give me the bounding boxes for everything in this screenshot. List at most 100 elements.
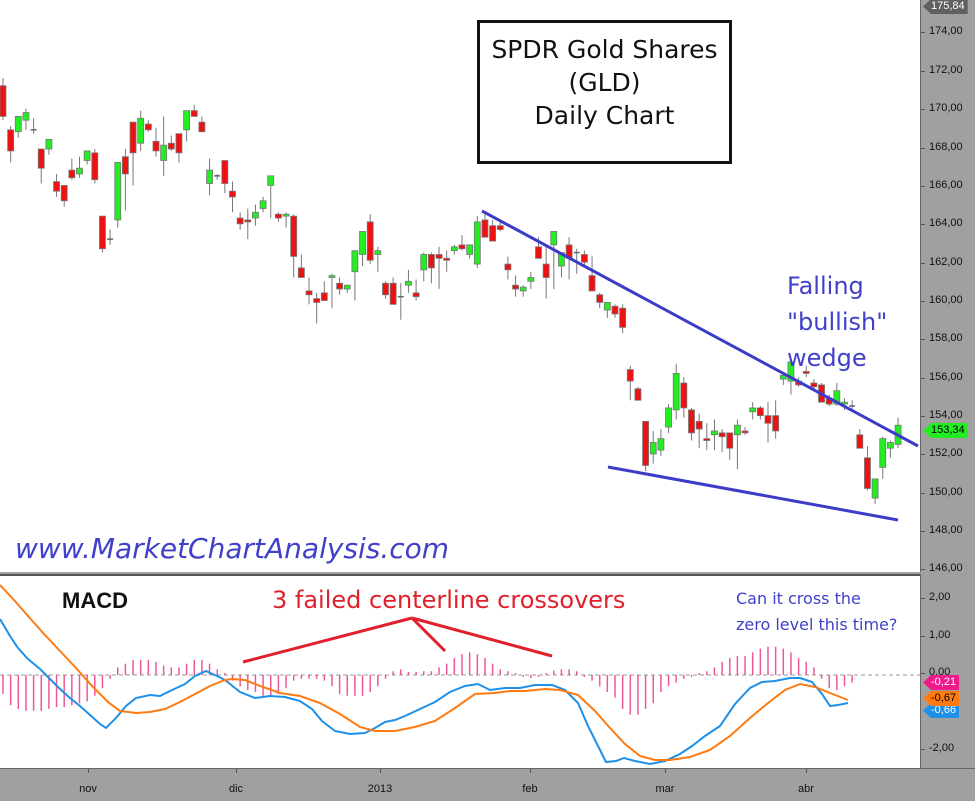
candle — [420, 252, 428, 282]
macd-axis[interactable]: 2,00 1,00 0,00 -2,00 -0,66 -0,67 -0,21 — [920, 574, 975, 768]
macd-tick-label: 1,00 — [929, 629, 951, 641]
time-tick-mark — [88, 769, 89, 773]
price-tick-mark — [921, 531, 925, 532]
macd-panel[interactable]: MACD 3 failed centerline crossovers Can … — [0, 574, 920, 770]
price-tick-mark — [921, 301, 925, 302]
last-price-tag: 153,34 — [923, 423, 968, 438]
price-tick-label: 170,00 — [929, 102, 963, 114]
candle — [282, 212, 290, 228]
macd-tick-label: -2,00 — [929, 742, 955, 754]
zero-cross-question-annotation: Can it cross the zero level this time? — [736, 586, 897, 638]
price-tick-label: 172,00 — [929, 64, 963, 76]
candle — [879, 436, 887, 479]
candle — [236, 212, 244, 230]
candle — [680, 377, 688, 418]
candle — [764, 402, 772, 443]
failed-crossovers-annotation: 3 failed centerline crossovers — [272, 586, 626, 614]
candle — [190, 104, 198, 117]
candle — [274, 212, 282, 222]
chart-title-box: SPDR Gold Shares (GLD) Daily Chart — [477, 20, 732, 164]
candle — [137, 110, 145, 151]
candle — [619, 304, 627, 334]
candle — [450, 244, 458, 255]
candle — [802, 365, 810, 378]
macd-plot — [0, 584, 920, 766]
candle — [458, 235, 466, 251]
wedge-annotation: Falling "bullish" wedge — [787, 268, 887, 376]
price-tick-label: 174,00 — [929, 25, 963, 37]
candle — [53, 173, 60, 197]
price-tick-mark — [921, 224, 925, 225]
candle — [152, 127, 160, 157]
candle — [642, 420, 649, 472]
candle — [512, 275, 519, 297]
question-line-1: Can it cross the — [736, 589, 861, 608]
candle — [856, 429, 864, 449]
time-tick-label: dic — [228, 783, 244, 795]
candle — [83, 150, 91, 165]
candle — [726, 432, 734, 460]
time-axis[interactable]: nov dic 2013 feb mar abr — [0, 768, 975, 801]
candle — [99, 215, 106, 253]
candle — [129, 121, 137, 186]
candle — [412, 279, 420, 301]
question-line-2: zero level this time? — [736, 615, 898, 634]
candle — [214, 173, 221, 180]
candle — [665, 404, 672, 433]
candle — [718, 429, 726, 453]
price-tick-label: 152,00 — [929, 447, 963, 459]
candle — [389, 277, 397, 305]
candle — [30, 118, 37, 134]
candle — [887, 440, 894, 458]
high-price-tag: 175,84 — [923, 0, 968, 14]
time-tick-mark — [665, 769, 666, 773]
candle — [405, 269, 412, 293]
candle — [290, 214, 298, 278]
time-tick-label: 2013 — [367, 783, 393, 795]
candle — [596, 292, 604, 309]
candle — [320, 281, 328, 301]
price-tick-label: 160,00 — [929, 294, 963, 306]
candle — [37, 148, 45, 184]
candle — [366, 214, 374, 265]
candle — [107, 229, 114, 245]
candle — [397, 283, 404, 320]
price-tick-mark — [921, 32, 925, 33]
candle — [435, 246, 443, 290]
macd-value-tag: -0,66 — [923, 703, 960, 718]
price-chart-panel[interactable]: SPDR Gold Shares (GLD) Daily Chart Falli… — [0, 0, 920, 572]
price-tick-label: 162,00 — [929, 256, 963, 268]
candle — [206, 158, 213, 196]
candle — [626, 365, 634, 401]
candle — [76, 156, 83, 178]
candle — [550, 231, 558, 290]
price-tick-mark — [921, 71, 925, 72]
price-tick-label: 146,00 — [929, 562, 963, 574]
candle — [336, 277, 344, 295]
candle — [688, 407, 695, 441]
price-tick-label: 150,00 — [929, 486, 963, 498]
candle — [7, 125, 15, 163]
price-tick-mark — [921, 148, 925, 149]
price-tick-mark — [921, 416, 925, 417]
candle — [611, 304, 619, 318]
macd-line — [0, 618, 849, 766]
candle — [741, 427, 749, 435]
candle — [175, 133, 183, 163]
candle — [527, 271, 535, 290]
price-axis[interactable]: 174,00 172,00 170,00 168,00 166,00 164,00 162,… — [920, 0, 975, 574]
candle — [581, 250, 588, 266]
candle — [114, 162, 122, 228]
candle — [229, 181, 236, 213]
wedge-label-line-1: Falling — [787, 272, 864, 300]
time-tick-label: abr — [798, 783, 814, 795]
candle — [703, 423, 711, 451]
macd-tick-label: 2,00 — [929, 591, 951, 603]
wedge-label-line-3: wedge — [787, 344, 867, 372]
candle — [466, 244, 474, 259]
candle — [122, 148, 129, 211]
candle — [297, 254, 305, 278]
failed-crossover-pointers — [242, 616, 553, 664]
price-tick-mark — [921, 186, 925, 187]
price-tick-label: 156,00 — [929, 371, 963, 383]
